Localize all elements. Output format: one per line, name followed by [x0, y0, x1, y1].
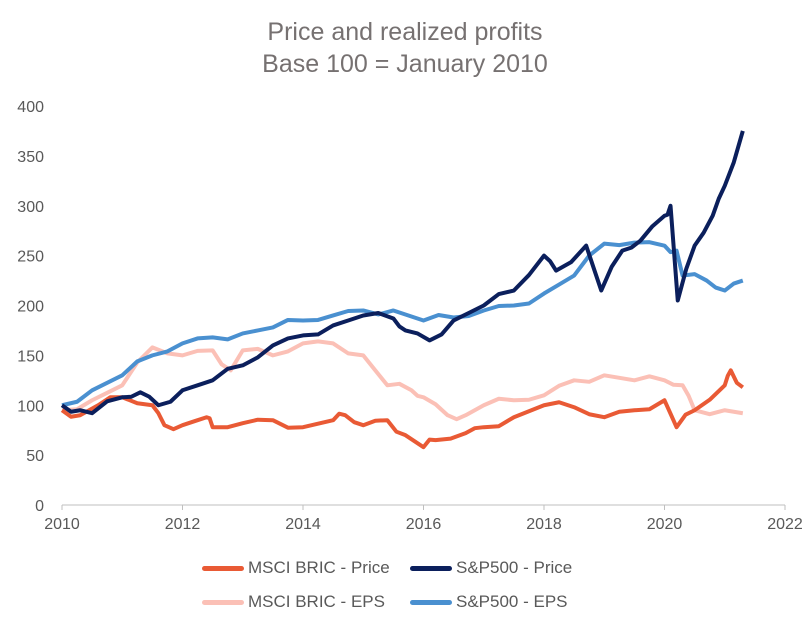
legend-item-bric-eps: MSCI BRIC - EPS: [202, 592, 385, 612]
y-tick-label: 100: [17, 398, 44, 415]
legend-label: S&P500 - EPS: [456, 592, 568, 611]
y-tick-label: 400: [17, 99, 44, 116]
chart-subtitle: Base 100 = January 2010: [262, 50, 548, 78]
series-line-msci-bric-eps: [61, 339, 744, 422]
y-tick-label: 250: [17, 249, 44, 266]
series-line-s-p500-eps: [61, 240, 744, 408]
y-tick-label: 150: [17, 348, 44, 365]
legend-label: MSCI BRIC - EPS: [248, 592, 385, 611]
legend-item-sp-eps: S&P500 - EPS: [410, 592, 568, 612]
series-line-msci-bric-price: [60, 368, 745, 450]
series-line-s-p500-price: [60, 130, 745, 416]
legend-swatch: [410, 565, 452, 571]
x-tick-label: 2012: [165, 516, 201, 533]
x-tick-label: 2016: [406, 516, 442, 533]
y-tick-label: 0: [35, 498, 44, 515]
x-tick-label: 2018: [526, 516, 562, 533]
y-tick-label: 200: [17, 299, 44, 316]
x-tick-label: 2010: [44, 516, 80, 533]
legend-label: MSCI BRIC - Price: [248, 558, 390, 577]
legend-swatch: [202, 565, 244, 571]
chart-title: Price and realized profits: [267, 18, 543, 46]
legend-swatch: [410, 599, 452, 605]
x-tick-label: 2020: [647, 516, 683, 533]
y-tick-label: 50: [26, 448, 44, 465]
x-tick-label: 2014: [285, 516, 321, 533]
y-tick-label: 350: [17, 149, 44, 166]
legend-swatch: [202, 599, 244, 605]
y-tick-label: 300: [17, 199, 44, 216]
legend-item-bric-price: MSCI BRIC - Price: [202, 558, 390, 578]
legend-label: S&P500 - Price: [456, 558, 573, 577]
legend-item-sp-price: S&P500 - Price: [410, 558, 572, 578]
x-tick-label: 2022: [767, 516, 803, 533]
